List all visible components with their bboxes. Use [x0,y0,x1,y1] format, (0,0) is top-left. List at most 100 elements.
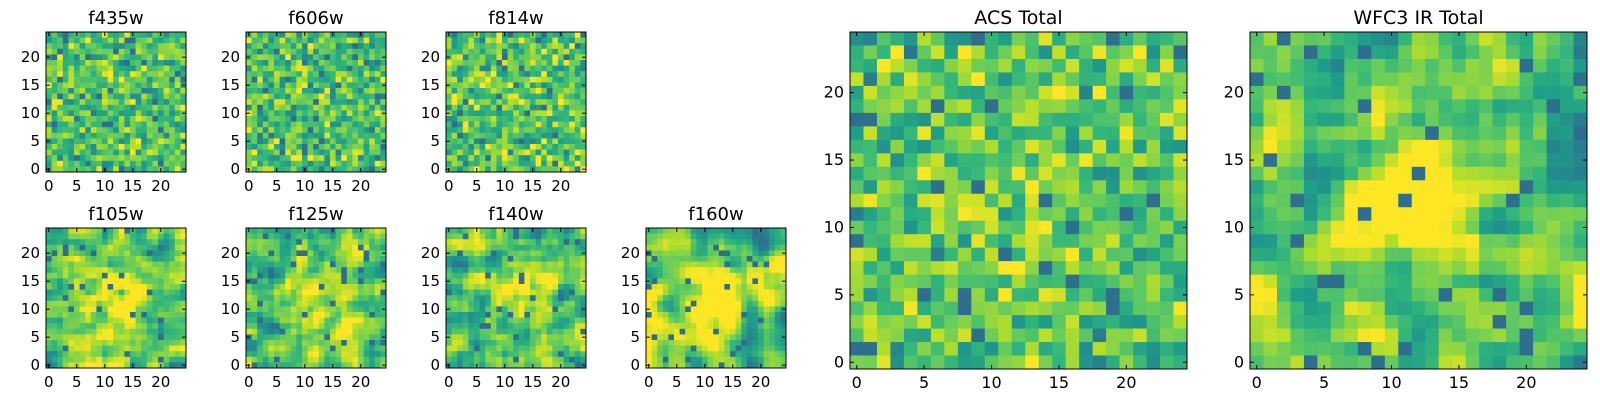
heatmap-cell [74,300,80,307]
heatmap-cell [713,351,720,358]
heatmap-cell [502,334,508,341]
heatmap-cell [79,284,86,290]
heatmap-cell [569,306,576,313]
heatmap-cell [118,82,125,89]
heatmap-cell [524,323,531,330]
heatmap-cell [569,76,576,83]
heatmap-cell [518,250,525,257]
heatmap-cell [158,60,164,66]
heatmap-cell [51,121,58,128]
heatmap-cell [46,71,52,78]
heatmap-cell [141,306,148,313]
heatmap-cell [690,345,697,352]
heatmap-cell [1173,193,1188,208]
heatmap-cell [68,233,75,240]
heatmap-cell [713,239,720,246]
heatmap-cell [274,312,280,318]
heatmap-cell [124,88,131,94]
heatmap-cell [496,317,503,324]
heatmap-cell [758,278,764,285]
heatmap-cell [752,334,759,341]
heatmap-cell [502,138,508,145]
heatmap-cell [485,155,492,162]
heatmap-cell [262,138,269,145]
heatmap-cell [507,233,514,240]
heatmap-cell [146,37,153,44]
heatmap-cell [352,317,359,324]
heatmap-cell [118,32,125,38]
heatmap-cell [496,43,503,50]
heatmap-cell [107,328,114,335]
heatmap-cell [335,76,342,83]
heatmap-cell [358,250,364,257]
heatmap-cell [496,278,503,285]
heatmap-cell [324,116,331,122]
heatmap-cell [685,356,692,363]
heatmap-cell [257,351,264,358]
heatmap-cell [163,138,170,145]
heatmap-cell [158,88,164,94]
heatmap-cell [502,284,508,290]
heatmap-cell [774,362,781,369]
heatmap-cell [535,99,542,106]
heatmap-cell [485,104,492,111]
heatmap-cell [1011,45,1026,60]
heatmap-cell [502,356,508,363]
heatmap-cell [279,110,286,117]
heatmap-cell [102,261,108,268]
heatmap-cell [690,261,697,268]
heatmap-cell [485,132,492,139]
heatmap-cell [118,340,125,346]
heatmap-cell [158,160,164,167]
heatmap-cell [558,306,564,313]
heatmap-cell [451,93,458,100]
heatmap-cell [130,272,136,279]
heatmap-cell [318,127,325,134]
heatmap-cell [507,132,514,139]
heatmap-cell [158,250,164,257]
heatmap-cell [863,220,878,235]
heatmap-cell [46,65,52,72]
heatmap-cell [479,351,486,358]
heatmap-cell [524,356,531,363]
heatmap-cell [507,362,514,369]
heatmap-cell [158,93,164,100]
heatmap-cell [546,121,553,128]
heatmap-cell [524,121,531,128]
heatmap-cell [746,272,753,279]
heatmap-cell [780,233,787,240]
heatmap-cell [462,149,469,156]
heatmap-cell [274,356,280,363]
heatmap-cell [657,295,664,302]
heatmap-cell [774,284,781,290]
heatmap-cell [462,99,469,106]
heatmap-cell [57,244,64,251]
heatmap-cell [479,244,486,251]
heatmap-cell [146,110,153,117]
heatmap-cell [513,295,520,302]
heatmap-cell [541,138,548,145]
heatmap-cell [746,300,753,307]
heatmap-cell [518,233,525,240]
heatmap-cell [651,284,658,290]
heatmap-cell [1106,139,1120,154]
heatmap-cell [696,317,703,324]
heatmap-cell [1106,45,1120,60]
heatmap-cell [324,312,331,318]
heatmap-cell [313,351,320,358]
heatmap-cell [285,233,292,240]
heatmap-cell [268,65,275,72]
heatmap-cell [479,239,486,246]
heatmap-cell [79,160,86,167]
heatmap-cell [657,289,664,296]
heatmap-cell [535,48,542,55]
heatmap-cell [302,65,308,72]
heatmap-cell [102,334,108,341]
heatmap-cell [1146,180,1161,195]
heatmap-cell [580,149,587,156]
heatmap-cell [513,300,520,307]
heatmap-cell [474,88,480,94]
heatmap-cell [513,65,520,72]
heatmap-cell [307,65,314,72]
heatmap-cell [363,48,370,55]
